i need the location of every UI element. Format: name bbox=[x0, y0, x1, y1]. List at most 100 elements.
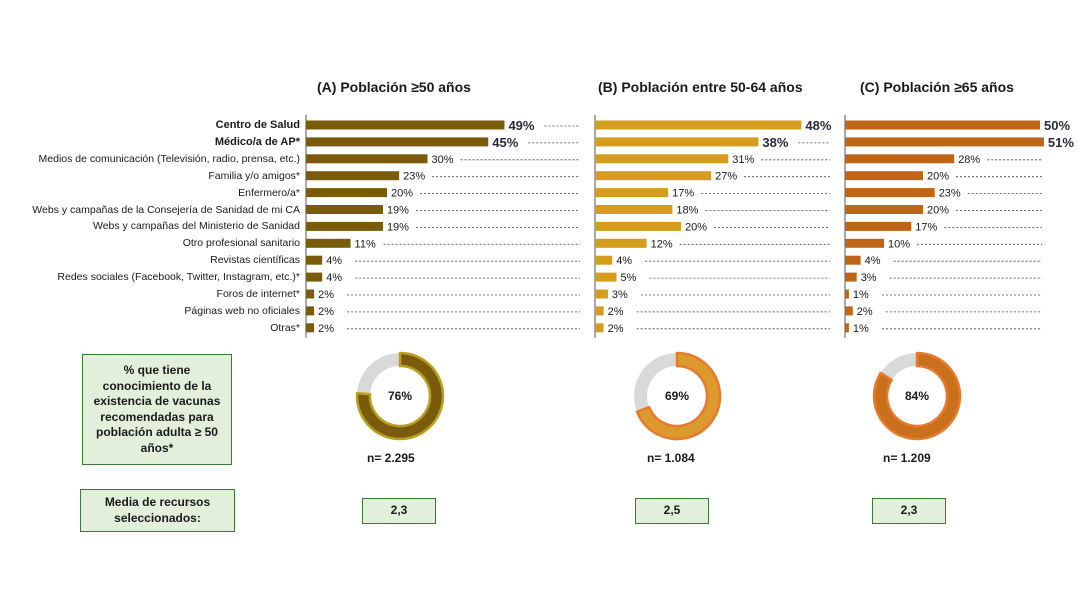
bar bbox=[595, 255, 613, 265]
data-label: 2% bbox=[318, 306, 334, 318]
bar bbox=[595, 137, 759, 147]
category-label: Familia y/o amigos* bbox=[208, 169, 300, 182]
donut-label: 84% bbox=[905, 389, 929, 403]
bar bbox=[306, 171, 400, 181]
donut-label: 76% bbox=[388, 389, 412, 403]
category-label: Redes sociales (Facebook, Twitter, Insta… bbox=[57, 271, 300, 284]
data-label: 49% bbox=[508, 118, 534, 133]
data-label: 1% bbox=[853, 323, 869, 335]
data-label: 2% bbox=[608, 323, 624, 335]
data-label: 31% bbox=[732, 154, 754, 166]
bar bbox=[595, 221, 681, 231]
category-label: Enfermero/a* bbox=[238, 186, 300, 199]
data-label: 4% bbox=[616, 255, 632, 267]
category-label: Medios de comunicación (Televisión, radi… bbox=[38, 152, 300, 165]
bar bbox=[595, 188, 669, 198]
mean-value-b: 2,5 bbox=[635, 498, 709, 524]
data-label: 20% bbox=[927, 205, 949, 217]
donut-2: 84% bbox=[872, 351, 962, 441]
bar bbox=[845, 238, 884, 248]
donut-label: 69% bbox=[665, 389, 689, 403]
sample-size-c: n= 1.209 bbox=[883, 451, 931, 465]
mean-value-c: 2,3 bbox=[872, 498, 946, 524]
bar bbox=[595, 238, 647, 248]
bar bbox=[306, 137, 489, 147]
panel-2: 50% 51% 28% 20% 23% 20% 17% 10% 4% 3% 1% 2% 1% bbox=[844, 115, 1074, 338]
data-label: 30% bbox=[432, 154, 454, 166]
panel-1: 48% 38% 31% 27% 17% 18% 20% 12% 4% 5% 3% 2% 2% bbox=[594, 115, 832, 338]
data-label: 2% bbox=[608, 306, 624, 318]
data-label: 3% bbox=[861, 272, 877, 284]
data-label: 19% bbox=[387, 221, 409, 233]
bar bbox=[845, 205, 923, 214]
data-label: 20% bbox=[391, 188, 413, 200]
data-label: 2% bbox=[318, 323, 334, 335]
bar bbox=[595, 154, 729, 164]
data-label: 2% bbox=[857, 306, 873, 318]
data-label: 12% bbox=[651, 238, 673, 250]
bar bbox=[306, 188, 387, 198]
donut-segment bbox=[872, 351, 962, 441]
data-label: 20% bbox=[685, 221, 707, 233]
category-label: Páginas web no oficiales bbox=[184, 304, 300, 317]
sample-size-a: n= 2.295 bbox=[367, 451, 415, 465]
bar bbox=[306, 289, 315, 299]
bar bbox=[595, 120, 802, 130]
data-label: 11% bbox=[355, 238, 376, 250]
bar bbox=[306, 154, 428, 164]
data-label: 48% bbox=[805, 118, 831, 133]
bar bbox=[845, 272, 857, 282]
data-label: 17% bbox=[672, 188, 694, 200]
category-label: Centro de Salud bbox=[215, 119, 300, 131]
mean-value-a: 2,3 bbox=[362, 498, 436, 524]
panel-title-b: (B) Población entre 50-64 años bbox=[598, 79, 803, 95]
bar bbox=[306, 272, 323, 282]
data-label: 2% bbox=[318, 289, 334, 301]
bar bbox=[306, 221, 383, 231]
donut-segment bbox=[355, 351, 445, 441]
sample-size-b: n= 1.084 bbox=[647, 451, 695, 465]
data-label: 1% bbox=[853, 289, 869, 301]
category-label: Webs y campañas del Ministerio de Sanida… bbox=[92, 220, 300, 233]
bar bbox=[306, 323, 315, 333]
bar bbox=[595, 205, 673, 214]
data-label: 18% bbox=[676, 205, 698, 217]
data-label: 27% bbox=[715, 171, 737, 183]
category-label: Webs y campañas de la Consejería de Sani… bbox=[32, 203, 300, 216]
data-label: 4% bbox=[326, 272, 342, 284]
bar bbox=[595, 289, 608, 299]
bar bbox=[845, 171, 923, 181]
bar bbox=[595, 171, 712, 181]
bar bbox=[306, 255, 323, 265]
donut-segment bbox=[635, 351, 722, 441]
data-label: 50% bbox=[1044, 118, 1070, 133]
donut-0: 76% bbox=[355, 351, 445, 441]
data-label: 38% bbox=[762, 135, 788, 150]
bar bbox=[306, 120, 505, 130]
data-label: 20% bbox=[927, 171, 949, 183]
category-label: Médico/a de AP* bbox=[214, 135, 300, 148]
data-label: 4% bbox=[326, 255, 342, 267]
bar bbox=[845, 137, 1044, 147]
category-label: Revistas científicas bbox=[210, 254, 300, 267]
bar bbox=[845, 255, 861, 265]
data-label: 3% bbox=[612, 289, 628, 301]
data-label: 23% bbox=[939, 188, 961, 200]
data-label: 23% bbox=[403, 171, 425, 183]
bar bbox=[845, 154, 955, 164]
panel-title-a: (A) Población ≥50 años bbox=[317, 79, 471, 95]
bar bbox=[306, 205, 383, 214]
panel-title-c: (C) Población ≥65 años bbox=[860, 79, 1014, 95]
bar bbox=[845, 221, 912, 231]
knowledge-label-box: % que tiene conocimiento de la existenci… bbox=[82, 354, 232, 465]
data-label: 10% bbox=[888, 238, 910, 250]
data-label: 5% bbox=[621, 272, 637, 284]
bar bbox=[845, 306, 853, 316]
panel-0: 49% 45% 30% 23% 20% 19% 19% 11% 4% 4% 2% 2% 2% bbox=[305, 115, 580, 338]
data-label: 28% bbox=[958, 154, 980, 166]
data-label: 45% bbox=[492, 135, 518, 150]
category-label: Otro profesional sanitario bbox=[182, 237, 300, 250]
bar bbox=[595, 323, 604, 333]
bar bbox=[595, 272, 617, 282]
